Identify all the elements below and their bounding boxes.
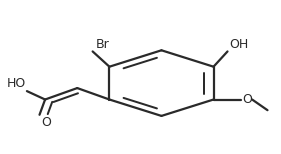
Text: OH: OH bbox=[229, 38, 248, 51]
Text: O: O bbox=[242, 93, 252, 106]
Text: Br: Br bbox=[96, 38, 109, 51]
Text: O: O bbox=[41, 116, 51, 129]
Text: HO: HO bbox=[6, 77, 26, 90]
